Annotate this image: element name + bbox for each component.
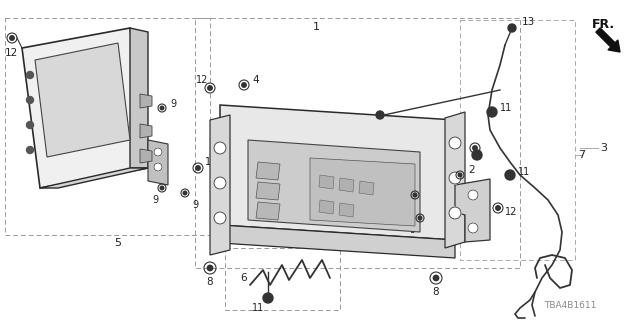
Polygon shape (445, 112, 465, 248)
Polygon shape (220, 105, 455, 240)
Polygon shape (455, 179, 490, 242)
Text: 4: 4 (252, 75, 259, 85)
Polygon shape (256, 162, 280, 180)
Circle shape (214, 177, 226, 189)
Text: 12: 12 (5, 48, 19, 58)
Circle shape (10, 36, 14, 40)
Polygon shape (339, 203, 354, 217)
Polygon shape (40, 168, 148, 188)
Circle shape (242, 83, 246, 87)
Text: 3: 3 (600, 143, 607, 153)
Circle shape (26, 122, 33, 129)
Polygon shape (130, 28, 148, 168)
Circle shape (433, 275, 438, 281)
Circle shape (468, 223, 478, 233)
Text: 8: 8 (207, 277, 213, 287)
Text: 9: 9 (192, 200, 198, 210)
Circle shape (183, 191, 187, 195)
Text: 13: 13 (522, 17, 535, 27)
Polygon shape (35, 43, 130, 157)
Circle shape (458, 173, 462, 177)
Text: 9: 9 (152, 195, 158, 205)
Polygon shape (140, 94, 152, 108)
Text: 10: 10 (454, 147, 466, 157)
Polygon shape (210, 115, 230, 255)
Text: 11: 11 (500, 103, 512, 113)
Text: 11: 11 (518, 167, 531, 177)
Circle shape (468, 190, 478, 200)
Circle shape (263, 293, 273, 303)
Text: FR.: FR. (592, 18, 615, 31)
Circle shape (154, 163, 162, 171)
Polygon shape (140, 124, 152, 138)
Polygon shape (359, 181, 374, 195)
Text: 6: 6 (240, 273, 246, 283)
Polygon shape (248, 140, 420, 232)
Polygon shape (319, 200, 334, 214)
Circle shape (473, 146, 477, 150)
FancyArrow shape (596, 28, 620, 52)
Polygon shape (310, 158, 415, 226)
Text: 11: 11 (252, 303, 264, 313)
Text: 9: 9 (170, 99, 176, 109)
Text: 5: 5 (115, 238, 122, 248)
Circle shape (214, 142, 226, 154)
Polygon shape (22, 28, 148, 188)
Polygon shape (319, 175, 334, 189)
Polygon shape (256, 202, 280, 220)
Circle shape (449, 137, 461, 149)
Text: 8: 8 (433, 287, 439, 297)
Text: 10: 10 (452, 138, 464, 148)
Circle shape (160, 106, 164, 110)
Circle shape (196, 166, 200, 170)
Polygon shape (140, 149, 152, 163)
Circle shape (508, 24, 516, 32)
Text: 12: 12 (196, 75, 208, 85)
Polygon shape (148, 140, 168, 185)
Circle shape (208, 86, 212, 90)
Circle shape (418, 216, 422, 220)
Circle shape (214, 212, 226, 224)
Circle shape (154, 148, 162, 156)
Circle shape (449, 207, 461, 219)
Circle shape (160, 186, 164, 190)
Circle shape (505, 170, 515, 180)
Text: 7: 7 (579, 150, 586, 160)
Polygon shape (220, 225, 455, 258)
Text: 12: 12 (205, 157, 218, 167)
Circle shape (26, 147, 33, 154)
Circle shape (496, 206, 500, 210)
Polygon shape (256, 182, 280, 200)
Circle shape (207, 265, 212, 271)
Polygon shape (339, 178, 354, 192)
Circle shape (26, 71, 33, 78)
Circle shape (449, 172, 461, 184)
Circle shape (26, 97, 33, 103)
Text: 2: 2 (468, 165, 475, 175)
Text: 9: 9 (404, 183, 410, 193)
Text: TBA4B1611: TBA4B1611 (544, 301, 596, 310)
Circle shape (376, 111, 384, 119)
Text: 12: 12 (505, 207, 517, 217)
Text: 1: 1 (312, 22, 319, 32)
Circle shape (487, 107, 497, 117)
Text: 9: 9 (409, 225, 415, 235)
Circle shape (413, 193, 417, 197)
Circle shape (472, 150, 482, 160)
